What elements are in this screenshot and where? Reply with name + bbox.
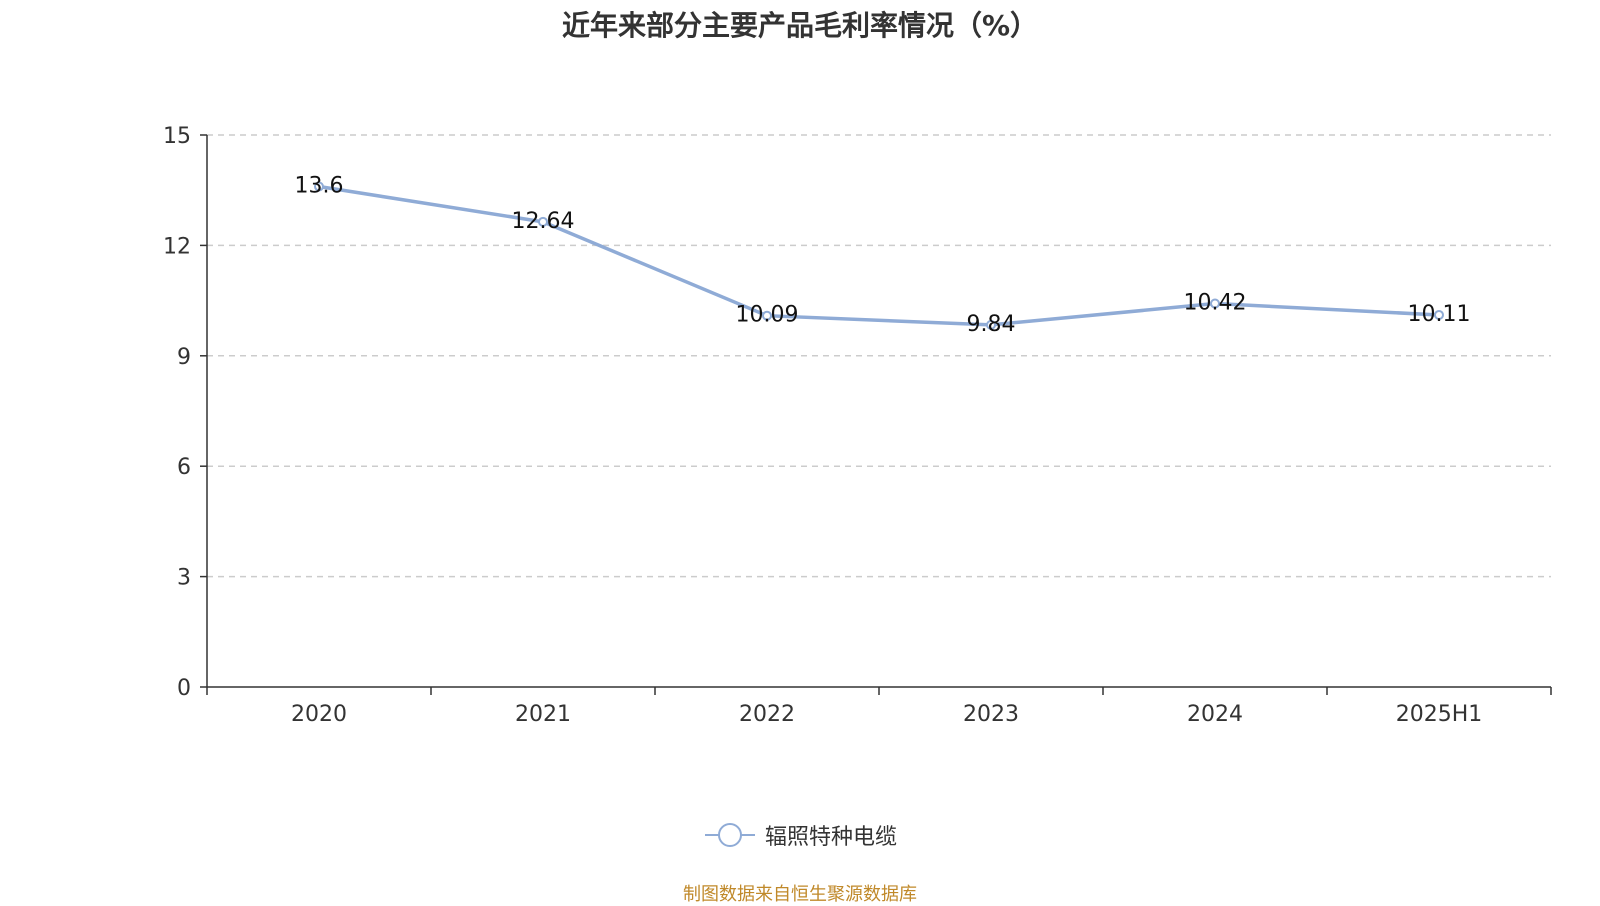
data-label: 10.11 (1408, 302, 1471, 327)
x-tick-label: 2024 (1187, 702, 1243, 727)
data-label: 12.64 (512, 209, 575, 234)
x-tick-label: 2021 (515, 702, 571, 727)
grid-lines (207, 134, 1551, 578)
source-note: 制图数据来自恒生聚源数据库 (683, 884, 917, 905)
y-tick-label: 9 (177, 345, 191, 370)
y-tick-label: 6 (177, 455, 191, 480)
legend[interactable]: 辐照特种电缆 (705, 817, 897, 853)
data-point (762, 310, 772, 321)
axes: 0 3 6 9 12 15 2020 2021 2022 2023 2024 2025H1 (163, 124, 1552, 727)
legend-label: 辐照特种电缆 (765, 825, 898, 850)
series-line (314, 181, 1444, 330)
data-label: 10.42 (1184, 291, 1247, 316)
x-tick-label: 2022 (739, 702, 795, 727)
chart-title: 近年来部分主要产品毛利率情况（%） (561, 9, 1039, 42)
data-label: 10.09 (736, 303, 799, 328)
series-polyline (317, 184, 1441, 327)
x-tick-label: 2020 (291, 702, 347, 727)
data-labels: 13.6 12.64 10.09 9.84 10.42 10.11 (295, 174, 1471, 337)
data-point (538, 216, 548, 227)
y-tick-label: 3 (177, 566, 191, 591)
x-tick-label: 2025H1 (1396, 702, 1483, 727)
data-label: 9.84 (967, 312, 1016, 337)
data-point (314, 181, 324, 192)
y-tick-label: 12 (163, 234, 191, 259)
x-tick-label: 2023 (963, 702, 1019, 727)
data-label: 13.6 (295, 174, 344, 199)
data-point (1210, 298, 1220, 309)
y-tick-label: 0 (177, 676, 191, 701)
legend-line-marker-icon (705, 820, 755, 850)
data-point (986, 319, 996, 330)
data-point (1434, 309, 1444, 320)
y-tick-label: 15 (163, 124, 191, 149)
